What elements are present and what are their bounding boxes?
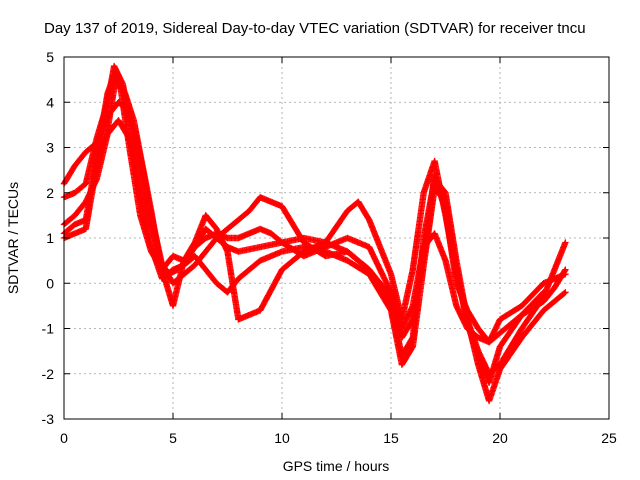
series-track-1: [60, 71, 569, 346]
data-point: [538, 291, 545, 298]
series-track-5: [60, 71, 569, 346]
y-tick-label: 0: [46, 275, 54, 291]
data-point: [560, 290, 567, 298]
data-point: [473, 323, 481, 330]
y-tick-label: 5: [46, 49, 54, 65]
y-tick-label: 4: [46, 94, 54, 110]
data-point: [254, 259, 262, 266]
data-point: [124, 132, 132, 140]
x-tick-label: 5: [169, 430, 177, 446]
data-point: [408, 318, 415, 325]
data-point: [561, 289, 568, 297]
y-tick-label: 2: [46, 185, 54, 201]
x-tick-label: 0: [60, 430, 68, 446]
y-axis-label: SDTVAR / TECUs: [5, 182, 21, 294]
data-point: [561, 240, 569, 248]
y-tick-label: 3: [46, 140, 54, 156]
y-tick-label: -2: [42, 366, 55, 382]
axis-ticks: 0 5 10 15 20 25 -3 -2 -1 0 1 2 3 4 5: [42, 49, 617, 446]
data-point: [211, 223, 219, 231]
y-tick-label: -1: [42, 321, 55, 337]
y-tick-label: 1: [46, 230, 54, 246]
x-tick-label: 15: [383, 430, 399, 446]
data-point: [560, 268, 568, 276]
data-point: [516, 304, 523, 311]
data-point: [277, 268, 284, 276]
data-point: [517, 327, 524, 335]
data-point: [549, 286, 557, 294]
data-points: [60, 62, 569, 405]
x-tick-label: 10: [274, 430, 290, 446]
x-tick-label: 25: [601, 430, 617, 446]
data-point: [408, 345, 415, 353]
data-point: [80, 200, 88, 208]
y-tick-label: -3: [42, 411, 55, 427]
data-point: [561, 267, 568, 275]
x-axis-label: GPS time / hours: [283, 458, 390, 474]
data-point: [539, 290, 546, 297]
data-point: [517, 336, 524, 344]
chart-title: Day 137 of 2019, Sidereal Day-to-day VTE…: [44, 20, 586, 37]
data-point: [364, 214, 372, 221]
x-tick-label: 20: [492, 430, 508, 446]
data-point: [70, 164, 77, 172]
